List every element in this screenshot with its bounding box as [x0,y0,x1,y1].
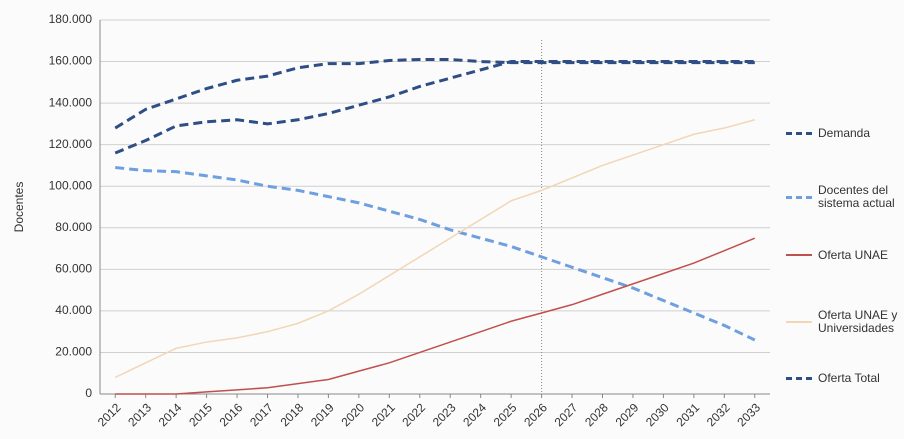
y-tick-label: 40.000 [55,303,92,317]
x-tick-label: 2028 [582,400,611,429]
legend-label: Demanda [818,125,871,140]
legend-item: Oferta UNAE y Universidades [786,309,904,335]
x-tick-label: 2029 [613,400,642,429]
legend-item: Docentes del sistema actual [786,184,904,210]
x-tick-label: 2017 [247,400,276,429]
x-tick-label: 2022 [399,400,428,429]
x-tick-label: 2033 [734,400,763,429]
y-tick-label: 140.000 [49,95,93,109]
x-tick-label: 2016 [217,400,246,429]
series-line [114,60,755,155]
x-tick-label: 2024 [460,400,489,429]
y-tick-label: 100.000 [49,178,93,192]
x-tick-label: 2023 [430,400,459,429]
y-tick-label: 20.000 [55,345,92,359]
y-axis-label: Docentes [12,182,26,233]
x-tick-label: 2014 [156,400,185,429]
x-tick-label: 2019 [308,400,337,429]
legend-label: Oferta Total [818,370,880,385]
legend-swatch [786,131,812,135]
x-tick-label: 2025 [491,400,520,429]
legend-swatch [786,376,812,380]
y-tick-label: 160.000 [49,54,93,68]
x-tick-label: 2030 [643,400,672,429]
legend-item: Demanda [786,120,904,146]
x-tick-label: 2021 [369,400,398,429]
legend-swatch [786,254,812,256]
y-tick-label: 0 [85,386,92,400]
series-line [114,57,755,130]
x-tick-label: 2015 [186,400,215,429]
x-tick-label: 2026 [521,400,550,429]
x-tick-label: 2013 [125,400,154,429]
y-tick-label: 120.000 [49,137,93,151]
x-tick-label: 2031 [673,400,702,429]
y-tick-label: 80.000 [55,220,92,234]
x-tick-label: 2018 [278,400,307,429]
legend-label: Oferta UNAE y Universidades [818,308,898,335]
y-tick-label: 180.000 [49,12,93,26]
legend-label: Oferta UNAE [818,247,889,262]
x-tick-label: 2012 [95,400,124,429]
x-tick-label: 2032 [704,400,733,429]
legend-swatch [786,321,812,323]
legend-item: Oferta UNAE [786,242,904,268]
y-tick-label: 60.000 [55,262,92,276]
legend-label: Docentes del sistema actual [818,183,895,210]
series-line [115,166,756,342]
legend-swatch [786,195,812,199]
x-tick-label: 2020 [338,400,367,429]
series-line [115,237,756,395]
legend-item: Oferta Total [786,365,904,391]
series-line [114,119,755,379]
x-tick-label: 2027 [552,400,581,429]
